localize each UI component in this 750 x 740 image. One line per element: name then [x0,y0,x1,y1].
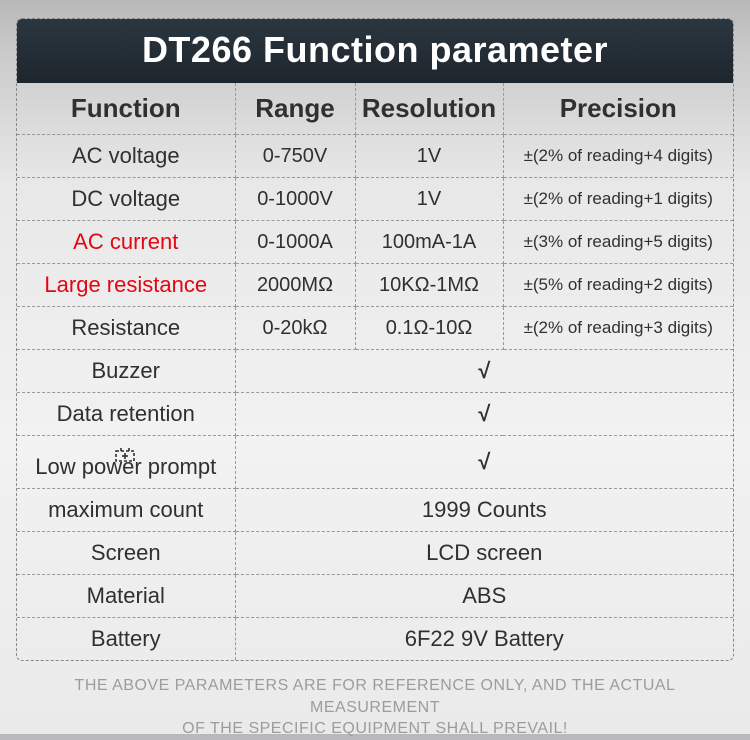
cell-resolution: 1V [355,178,503,221]
cell-function: Screen [17,532,235,575]
spec-table-container: DT266 Function parameter Function Range … [16,18,734,661]
cell-function: Battery [17,618,235,661]
cell-value: LCD screen [235,532,733,575]
footer-disclaimer: THE ABOVE PARAMETERS ARE FOR REFERENCE O… [20,675,730,740]
table-row: Low power prompt√ [17,436,733,489]
battery-icon [115,448,137,462]
cell-resolution: 100mA-1A [355,221,503,264]
cell-precision: ±(3% of reading+5 digits) [503,221,733,264]
cell-resolution: 1V [355,135,503,178]
cell-function: AC voltage [17,135,235,178]
cell-range: 2000MΩ [235,264,355,307]
header-function: Function [17,83,235,135]
cell-function: Data retention [17,393,235,436]
cell-precision: ±(5% of reading+2 digits) [503,264,733,307]
cell-resolution: 0.1Ω-10Ω [355,307,503,350]
table-row: Resistance0-20kΩ0.1Ω-10Ω±(2% of reading+… [17,307,733,350]
cell-precision: ±(2% of reading+1 digits) [503,178,733,221]
footer-line-1: THE ABOVE PARAMETERS ARE FOR REFERENCE O… [75,677,676,716]
header-row: Function Range Resolution Precision [17,83,733,135]
cell-function: AC current [17,221,235,264]
table-row: Battery6F22 9V Battery [17,618,733,661]
cell-precision: ±(2% of reading+3 digits) [503,307,733,350]
cell-function: Resistance [17,307,235,350]
cell-function: maximum count [17,489,235,532]
table-row: AC voltage0-750V1V±(2% of reading+4 digi… [17,135,733,178]
header-resolution: Resolution [355,83,503,135]
cell-value: √ [235,393,733,436]
cell-range: 0-1000A [235,221,355,264]
table-row: Buzzer√ [17,350,733,393]
table-row: DC voltage0-1000V1V±(2% of reading+1 dig… [17,178,733,221]
cell-precision: ±(2% of reading+4 digits) [503,135,733,178]
table-title: DT266 Function parameter [17,19,733,83]
table-row: Large resistance2000MΩ10KΩ-1MΩ±(5% of re… [17,264,733,307]
cell-function: Buzzer [17,350,235,393]
cell-range: 0-20kΩ [235,307,355,350]
cell-range: 0-1000V [235,178,355,221]
cell-function: Large resistance [17,264,235,307]
header-precision: Precision [503,83,733,135]
table-row: AC current0-1000A100mA-1A±(3% of reading… [17,221,733,264]
spec-table: Function Range Resolution Precision AC v… [17,83,733,660]
table-row: ScreenLCD screen [17,532,733,575]
cell-function: Material [17,575,235,618]
cell-value: √ [235,436,733,489]
table-row: maximum count1999 Counts [17,489,733,532]
table-row: MaterialABS [17,575,733,618]
cell-function: Low power prompt [17,436,235,489]
table-row: Data retention√ [17,393,733,436]
cell-value: 6F22 9V Battery [235,618,733,661]
cell-range: 0-750V [235,135,355,178]
header-range: Range [235,83,355,135]
cell-resolution: 10KΩ-1MΩ [355,264,503,307]
cell-value: √ [235,350,733,393]
cell-value: 1999 Counts [235,489,733,532]
cell-value: ABS [235,575,733,618]
footer-line-2: OF THE SPECIFIC EQUIPMENT SHALL PREVAIL! [182,720,568,737]
cell-function: DC voltage [17,178,235,221]
